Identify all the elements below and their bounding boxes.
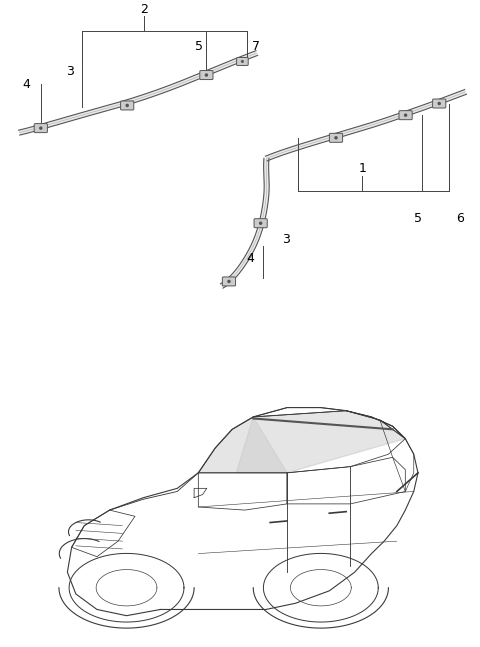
FancyBboxPatch shape [399, 111, 412, 120]
Text: 2: 2 [140, 3, 148, 16]
Text: 1: 1 [359, 162, 366, 175]
FancyBboxPatch shape [329, 133, 343, 142]
Text: 4: 4 [247, 252, 254, 265]
Polygon shape [220, 159, 269, 288]
Circle shape [227, 280, 231, 283]
FancyBboxPatch shape [254, 219, 267, 228]
Text: 3: 3 [67, 65, 74, 78]
Circle shape [334, 136, 338, 140]
Circle shape [437, 102, 441, 105]
Text: 3: 3 [283, 233, 290, 246]
Circle shape [259, 221, 263, 225]
Polygon shape [236, 411, 405, 473]
Text: 7: 7 [252, 40, 260, 53]
FancyBboxPatch shape [222, 277, 236, 286]
Polygon shape [265, 89, 467, 161]
Circle shape [404, 113, 408, 117]
FancyBboxPatch shape [120, 101, 134, 110]
Polygon shape [198, 417, 287, 473]
Circle shape [39, 126, 43, 130]
FancyBboxPatch shape [34, 124, 48, 133]
Text: 5: 5 [414, 212, 421, 225]
Text: 5: 5 [195, 40, 203, 53]
Text: 6: 6 [456, 212, 464, 225]
Circle shape [204, 73, 208, 77]
Circle shape [241, 60, 244, 63]
FancyBboxPatch shape [200, 71, 213, 80]
Text: 4: 4 [23, 78, 30, 91]
Polygon shape [19, 50, 258, 135]
FancyBboxPatch shape [237, 58, 248, 65]
Circle shape [125, 104, 129, 107]
FancyBboxPatch shape [432, 99, 446, 108]
